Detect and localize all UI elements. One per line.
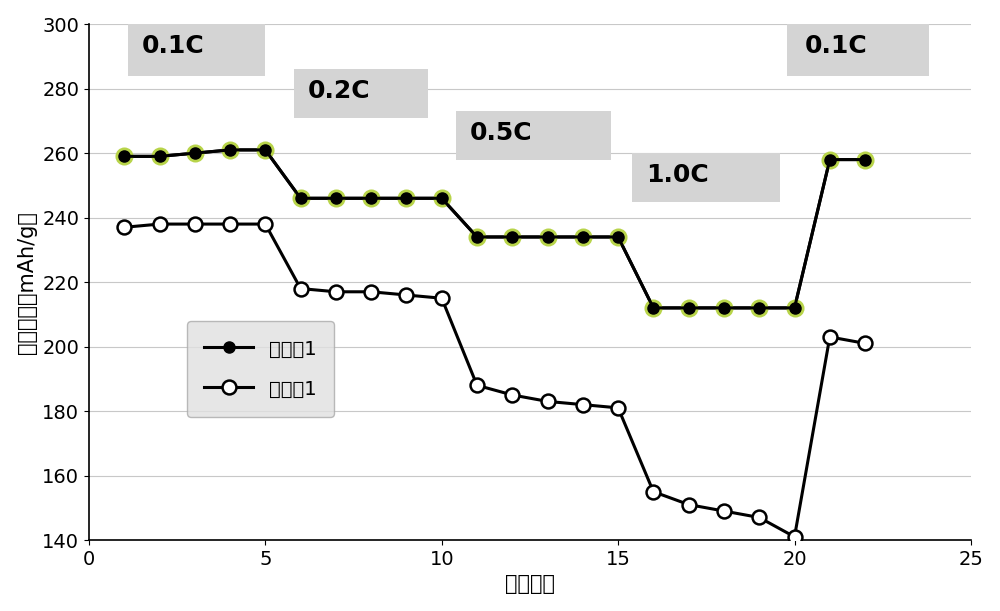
- 对比例1: [789, 533, 801, 541]
- 实施例1: [400, 195, 412, 202]
- Text: 0.5C: 0.5C: [470, 121, 533, 145]
- 对比例1: [436, 295, 448, 302]
- 对比例1: [471, 382, 483, 389]
- 对比例1: [683, 501, 695, 508]
- 对比例1: [365, 288, 377, 296]
- FancyBboxPatch shape: [787, 24, 929, 76]
- 实施例1: [436, 195, 448, 202]
- 实施例1: [577, 233, 589, 241]
- 对比例1: [224, 221, 236, 228]
- 实施例1: [365, 195, 377, 202]
- 实施例1: [612, 233, 624, 241]
- 对比例1: [824, 333, 836, 340]
- 对比例1: [330, 288, 342, 296]
- 对比例1: [506, 391, 518, 398]
- 实施例1: [683, 304, 695, 312]
- 对比例1: [259, 221, 271, 228]
- 实施例1: [330, 195, 342, 202]
- Y-axis label: 放电容量（mAh/g）: 放电容量（mAh/g）: [17, 211, 37, 354]
- 对比例1: [718, 507, 730, 514]
- 对比例1: [295, 285, 307, 292]
- X-axis label: 循环次数: 循环次数: [505, 574, 555, 595]
- 实施例1: [295, 195, 307, 202]
- Text: 0.2C: 0.2C: [308, 79, 370, 103]
- 实施例1: [189, 150, 201, 157]
- 实施例1: [224, 146, 236, 153]
- 实施例1: [154, 153, 166, 160]
- 对比例1: [118, 224, 130, 231]
- FancyBboxPatch shape: [456, 111, 611, 159]
- 对比例1: [154, 221, 166, 228]
- 对比例1: [400, 291, 412, 299]
- 对比例1: [612, 404, 624, 412]
- 实施例1: [824, 156, 836, 163]
- Text: 1.0C: 1.0C: [646, 163, 709, 187]
- 对比例1: [189, 221, 201, 228]
- 对比例1: [859, 340, 871, 347]
- 实施例1: [753, 304, 765, 312]
- FancyBboxPatch shape: [632, 153, 780, 202]
- 实施例1: [647, 304, 659, 312]
- 实施例1: [718, 304, 730, 312]
- 实施例1: [259, 146, 271, 153]
- 实施例1: [859, 156, 871, 163]
- 实施例1: [471, 233, 483, 241]
- Line: 实施例1: 实施例1: [119, 144, 871, 313]
- Text: 0.1C: 0.1C: [805, 34, 868, 58]
- 实施例1: [542, 233, 554, 241]
- 对比例1: [542, 398, 554, 405]
- 实施例1: [789, 304, 801, 312]
- Text: 0.1C: 0.1C: [142, 34, 205, 58]
- Line: 对比例1: 对比例1: [117, 217, 872, 544]
- 实施例1: [506, 233, 518, 241]
- 对比例1: [577, 401, 589, 408]
- 对比例1: [753, 514, 765, 521]
- 实施例1: [118, 153, 130, 160]
- FancyBboxPatch shape: [294, 69, 428, 118]
- Legend: 实施例1, 对比例1: 实施例1, 对比例1: [187, 321, 334, 417]
- FancyBboxPatch shape: [128, 24, 265, 76]
- 对比例1: [647, 488, 659, 496]
